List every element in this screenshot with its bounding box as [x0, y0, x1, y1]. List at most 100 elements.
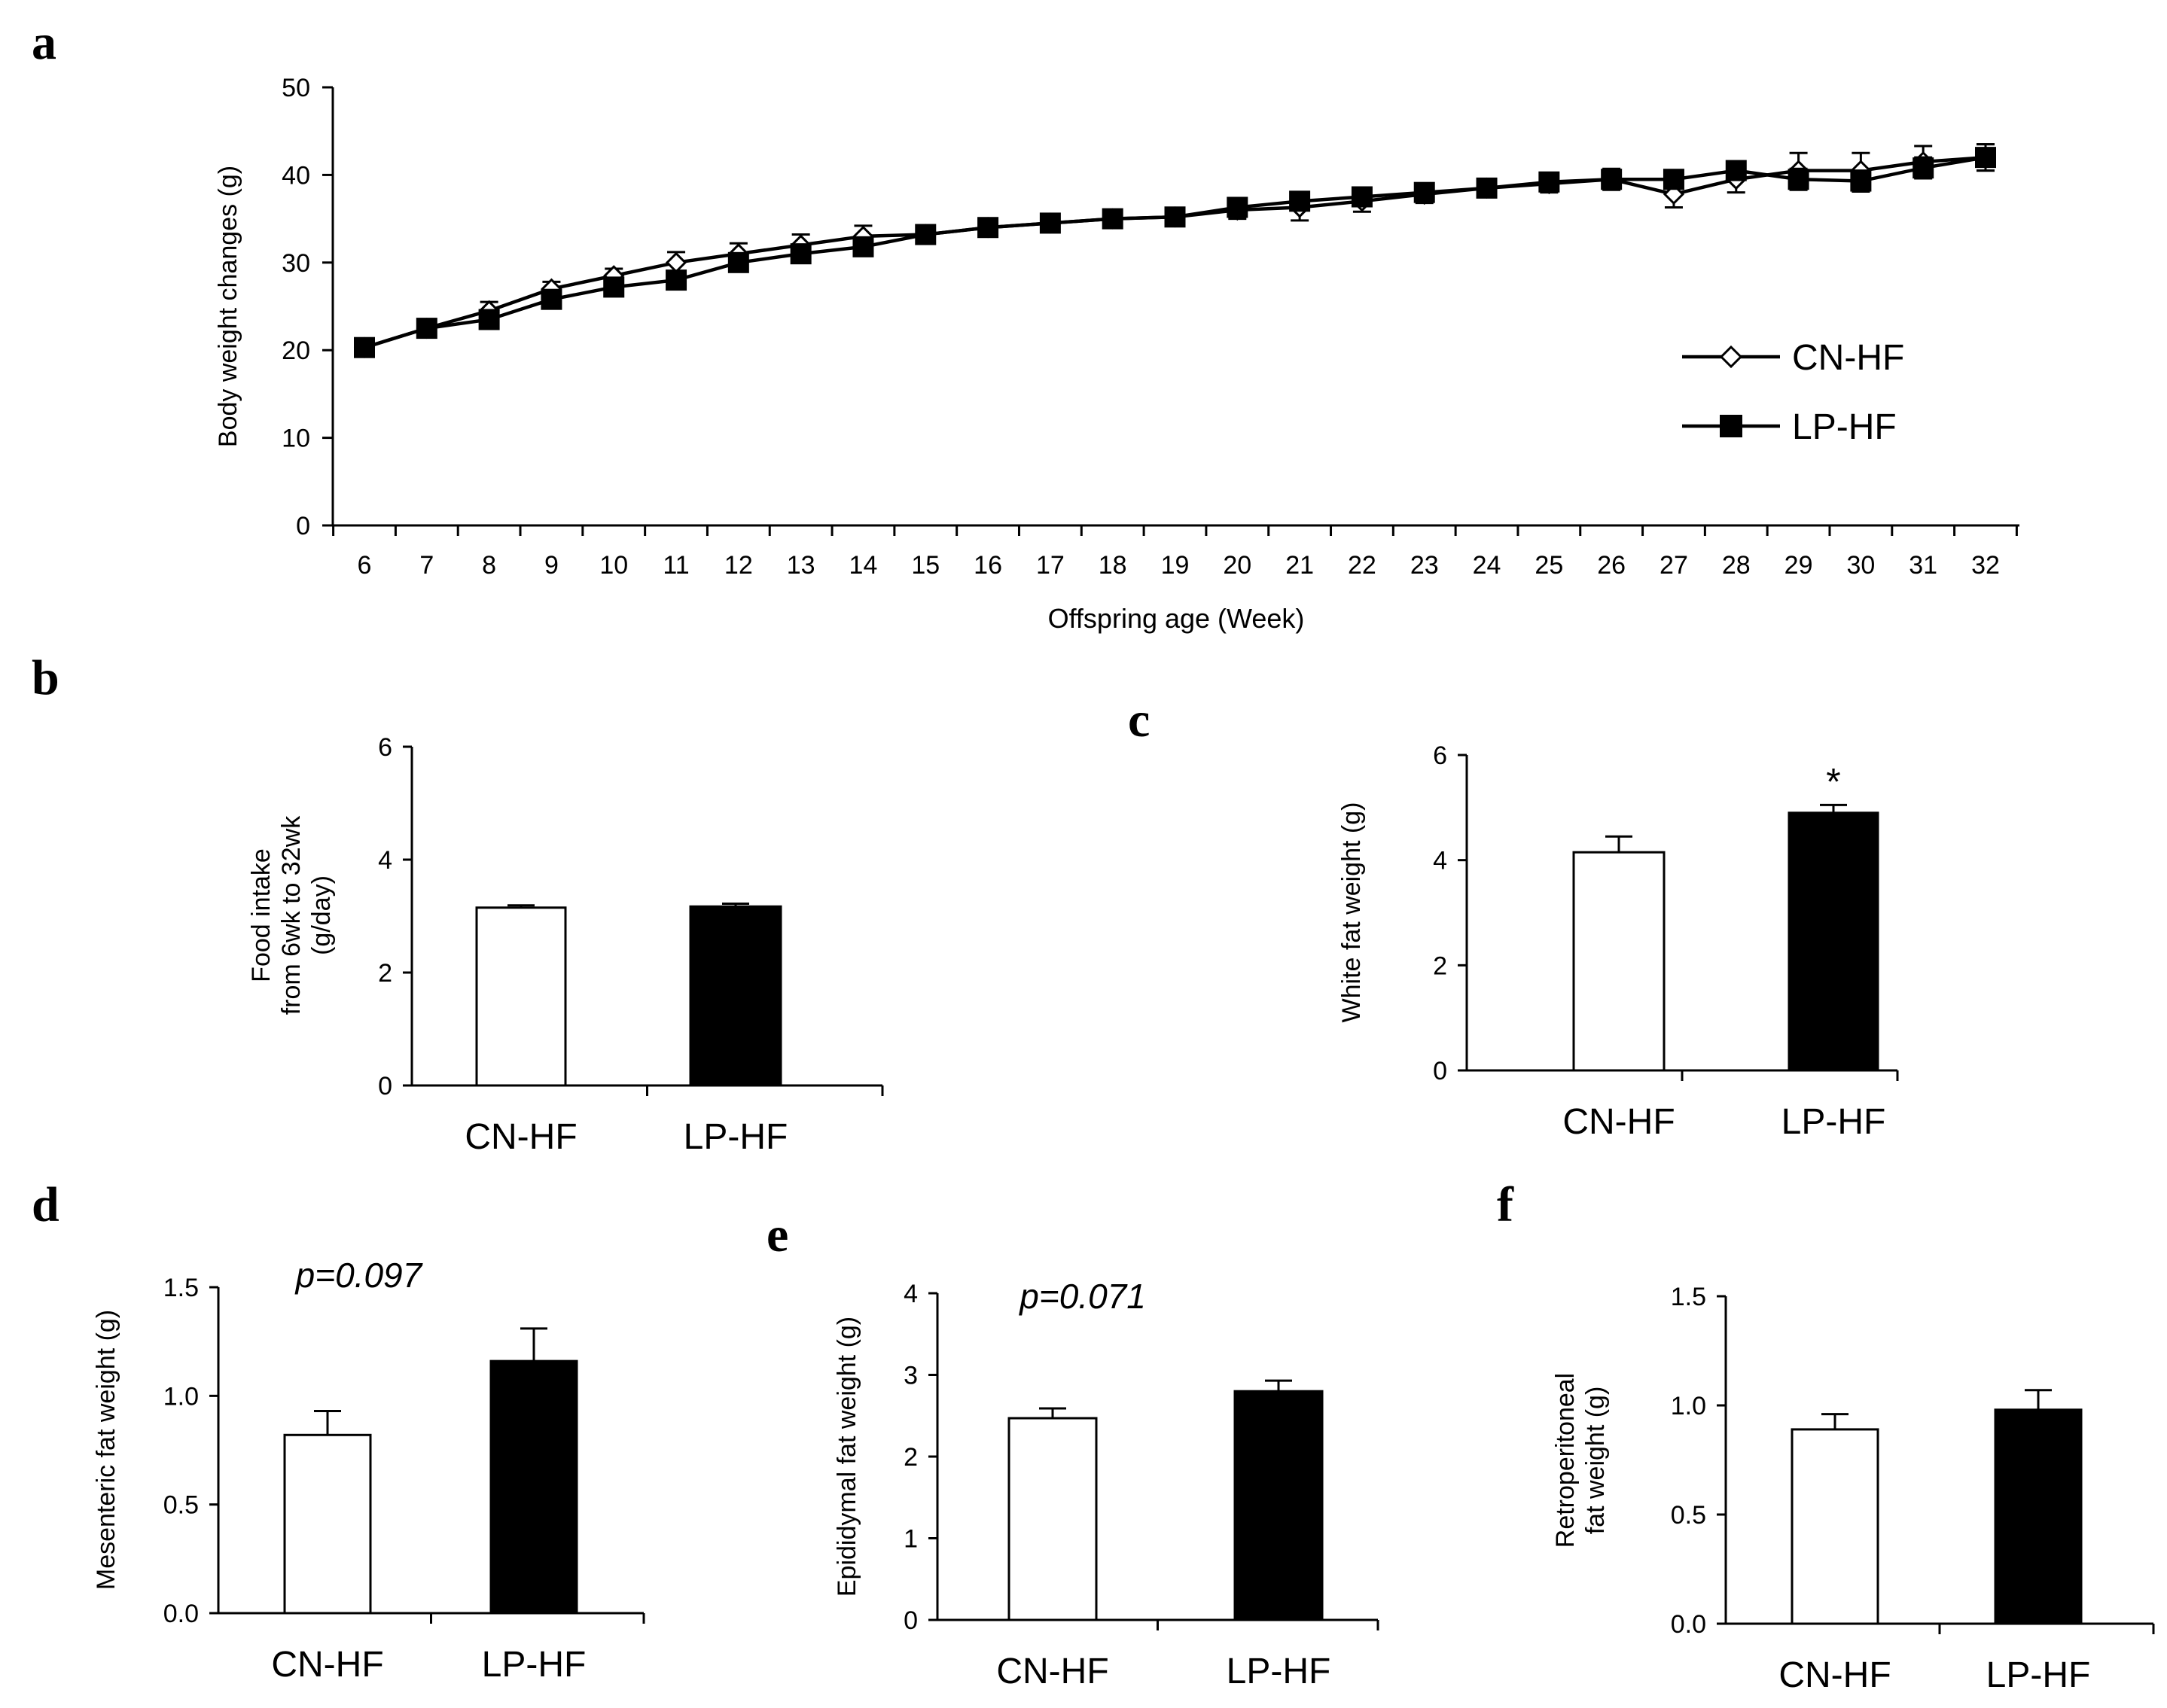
- category-label: LP-HF: [684, 1117, 788, 1157]
- y-tick-label: 2: [904, 1443, 918, 1472]
- y-axis-label: Epididymal fat weight (g): [833, 1317, 861, 1597]
- panel-c-chart: 0 2 4 6 CN-HF LP-HF * White fat weight (g): [1337, 741, 1899, 1142]
- x-tick-label: 25: [1535, 551, 1563, 580]
- panel-d-chart: 0.0 0.5 1.0 1.5 CN-HF LP-HF p=0.097 Mesenteric …: [92, 1256, 645, 1685]
- panel-b-chart: 0 2 4 6 CN-HF LP-HF Food intakefrom 6wk to 32w…: [247, 733, 884, 1157]
- x-tick-label: 7: [419, 551, 434, 580]
- panel-label-f: f: [1497, 1177, 1514, 1232]
- data-point: [1227, 196, 1248, 218]
- y-axis-label-line: fat weight (g): [1581, 1387, 1610, 1535]
- y-axis-label: Food intakefrom 6wk to 32wk(g/day): [247, 815, 336, 1015]
- category-label: CN-HF: [271, 1645, 383, 1685]
- category-label: CN-HF: [996, 1652, 1108, 1691]
- x-tick-label: 28: [1722, 551, 1751, 580]
- legend-marker: [1720, 415, 1742, 437]
- data-point: [1788, 169, 1809, 190]
- category-label: LP-HF: [1227, 1652, 1331, 1691]
- y-axis-label: Retroperitonealfat weight (g): [1551, 1373, 1610, 1548]
- x-tick-label: 21: [1285, 551, 1314, 580]
- y-tick-label: 1.5: [163, 1274, 199, 1302]
- y-tick-label: 0.0: [1671, 1610, 1706, 1639]
- panel-label-b: b: [32, 650, 59, 705]
- data-point: [1975, 147, 1996, 169]
- data-point: [1476, 177, 1498, 199]
- y-axis-label-line: Mesenteric fat weight (g): [92, 1310, 120, 1590]
- y-tick-label: 0.5: [1671, 1501, 1706, 1530]
- category-label: CN-HF: [465, 1117, 577, 1157]
- data-point: [1039, 212, 1061, 234]
- x-tick-label: 22: [1348, 551, 1376, 580]
- bar-LP-HF: [689, 905, 782, 1087]
- y-tick-label: 4: [1433, 847, 1447, 875]
- bar-LP-HF: [1994, 1408, 2083, 1625]
- x-tick-label: 18: [1099, 551, 1127, 580]
- x-tick-label: 13: [787, 551, 815, 580]
- x-tick-label: 6: [358, 551, 372, 580]
- series-line: [364, 155, 1986, 349]
- y-tick-label: 30: [282, 249, 310, 278]
- series-CN-HF: [353, 143, 1997, 358]
- x-tick-label: 27: [1660, 551, 1688, 580]
- x-tick-label: 23: [1410, 551, 1439, 580]
- data-point: [1164, 206, 1186, 228]
- y-tick-label: 1: [904, 1525, 918, 1554]
- data-point: [727, 251, 749, 273]
- category-label: CN-HF: [1778, 1655, 1891, 1695]
- p-value-annotation: p=0.071: [1018, 1277, 1146, 1316]
- y-tick-label: 1.0: [1671, 1392, 1706, 1420]
- y-tick-label: 50: [282, 74, 310, 102]
- legend-label: CN-HF: [1792, 338, 1904, 378]
- data-point: [977, 217, 999, 239]
- x-tick-label: 19: [1161, 551, 1190, 580]
- legend-label: LP-HF: [1792, 407, 1897, 447]
- x-tick-label: 14: [849, 551, 878, 580]
- y-tick-label: 0: [378, 1072, 392, 1101]
- data-point: [852, 236, 874, 257]
- data-point: [1663, 169, 1684, 190]
- data-point: [1102, 208, 1123, 230]
- data-point: [1413, 181, 1435, 203]
- panel-label-d: d: [32, 1177, 59, 1232]
- x-tick-label: 32: [1971, 551, 2000, 580]
- x-tick-label: 12: [724, 551, 753, 580]
- data-point: [1351, 186, 1373, 208]
- x-tick-label: 26: [1597, 551, 1626, 580]
- y-axis-label: White fat weight (g): [1337, 802, 1366, 1023]
- y-tick-label: 10: [282, 425, 310, 453]
- y-tick-label: 0: [1433, 1057, 1447, 1085]
- x-tick-label: 10: [599, 551, 628, 580]
- x-tick-label: 24: [1473, 551, 1501, 580]
- y-axis-label-line: White fat weight (g): [1337, 802, 1366, 1023]
- x-tick-label: 9: [544, 551, 559, 580]
- y-tick-label: 0: [296, 512, 310, 540]
- bar-CN-HF: [1572, 851, 1666, 1072]
- y-tick-label: 0: [904, 1606, 918, 1635]
- y-tick-label: 20: [282, 336, 310, 365]
- x-tick-label: 8: [482, 551, 496, 580]
- panel-f-chart: 0.0 0.5 1.0 1.5 CN-HF LP-HF Retroperitonealfat…: [1551, 1283, 2155, 1695]
- panel-a-chart: 0 10 20 30 40 50 6 7 8 9 10 11 12 13 14 15 16 17 18 19 20 21 2…: [214, 74, 2019, 634]
- data-point: [1850, 170, 1872, 192]
- category-label: LP-HF: [482, 1645, 587, 1685]
- x-tick-label: 20: [1223, 551, 1251, 580]
- data-point: [1538, 171, 1560, 193]
- y-tick-label: 6: [1433, 741, 1447, 770]
- bar-CN-HF: [1791, 1428, 1879, 1625]
- y-axis-label-line: (g/day): [307, 875, 336, 955]
- category-label: LP-HF: [1986, 1655, 2091, 1695]
- data-point: [915, 224, 937, 245]
- y-tick-label: 2: [378, 959, 392, 988]
- y-tick-label: 4: [378, 846, 392, 875]
- data-point: [541, 288, 562, 310]
- x-tick-label: 11: [663, 551, 689, 580]
- data-point: [665, 251, 687, 273]
- y-axis-label-line: Retroperitoneal: [1551, 1373, 1580, 1548]
- y-axis-label: Mesenteric fat weight (g): [92, 1310, 120, 1590]
- y-tick-label: 4: [904, 1280, 918, 1308]
- y-tick-label: 3: [904, 1362, 918, 1390]
- panel-label-e: e: [767, 1207, 788, 1262]
- x-tick-label: 16: [974, 551, 1002, 580]
- y-tick-label: 1.5: [1671, 1283, 1706, 1311]
- data-point: [1913, 157, 1934, 179]
